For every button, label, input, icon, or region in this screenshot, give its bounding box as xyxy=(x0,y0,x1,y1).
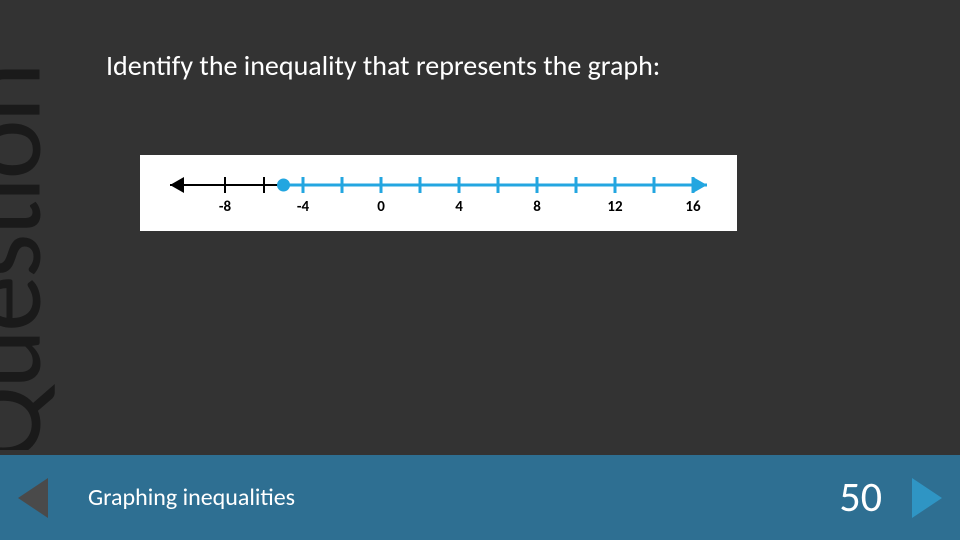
svg-text:0: 0 xyxy=(377,198,385,216)
triangle-left-icon xyxy=(14,474,54,522)
triangle-right-icon xyxy=(906,474,946,522)
prev-button[interactable] xyxy=(10,474,58,522)
next-button[interactable] xyxy=(902,474,950,522)
side-label: Question xyxy=(0,65,48,450)
footer-topic: Graphing inequalities xyxy=(58,483,839,512)
footer-bar: Graphing inequalities 50 xyxy=(0,455,960,540)
svg-text:16: 16 xyxy=(685,198,701,216)
numberline-svg: -8 -4 0 4 8 12 16 xyxy=(140,155,737,231)
svg-text:8: 8 xyxy=(533,198,541,216)
footer-points: 50 xyxy=(839,472,902,523)
svg-text:12: 12 xyxy=(607,198,623,216)
question-prompt: Identify the inequality that represents … xyxy=(106,48,660,83)
side-label-container: Question xyxy=(0,0,100,450)
svg-text:4: 4 xyxy=(455,198,463,216)
numberline-figure: -8 -4 0 4 8 12 16 xyxy=(140,155,737,231)
svg-text:-8: -8 xyxy=(219,198,232,216)
svg-text:-4: -4 xyxy=(297,198,310,216)
